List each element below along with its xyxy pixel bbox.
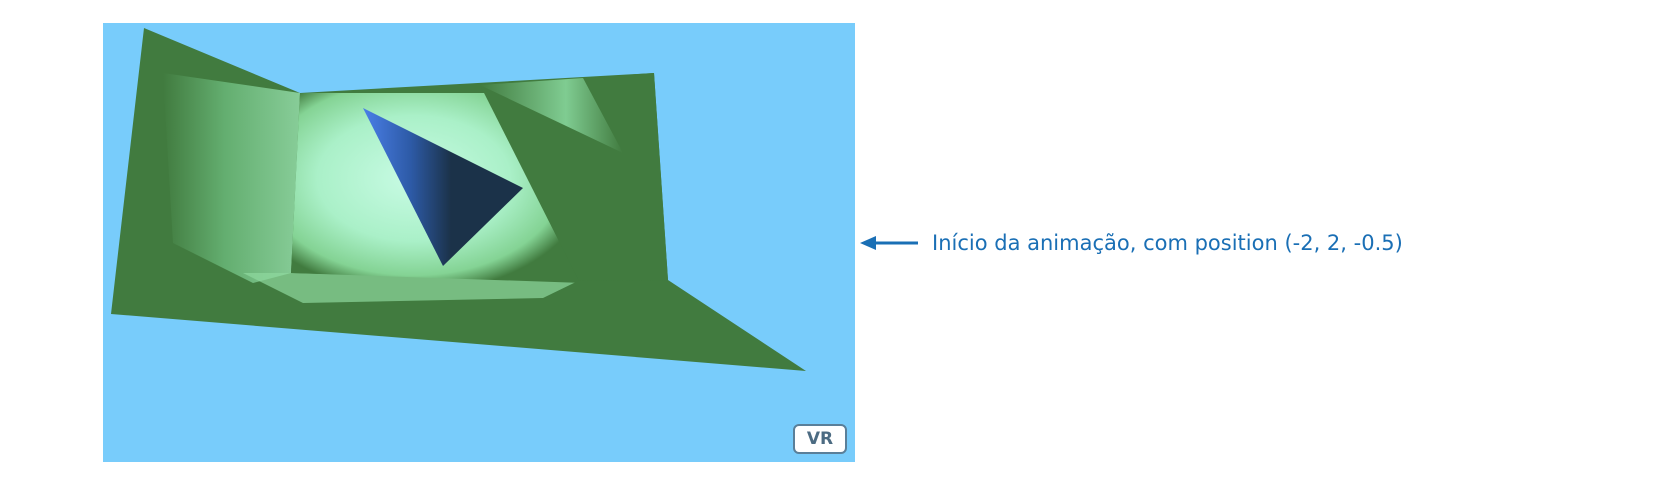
right-wall-panel	[480, 73, 668, 281]
annotation-text: Início da animação, com position (-2, 2,…	[932, 231, 1403, 255]
3d-scene-canvas	[103, 23, 855, 462]
left-wall-light	[163, 73, 300, 283]
vr-button[interactable]: VR	[793, 424, 847, 454]
arrow-left-icon	[860, 236, 918, 250]
cone-object	[363, 108, 523, 266]
right-wall-highlight	[480, 78, 623, 153]
floor-light-band	[243, 273, 578, 303]
3d-scene-viewport[interactable]: VR	[103, 23, 855, 462]
annotation-callout: Início da animação, com position (-2, 2,…	[860, 226, 1403, 260]
